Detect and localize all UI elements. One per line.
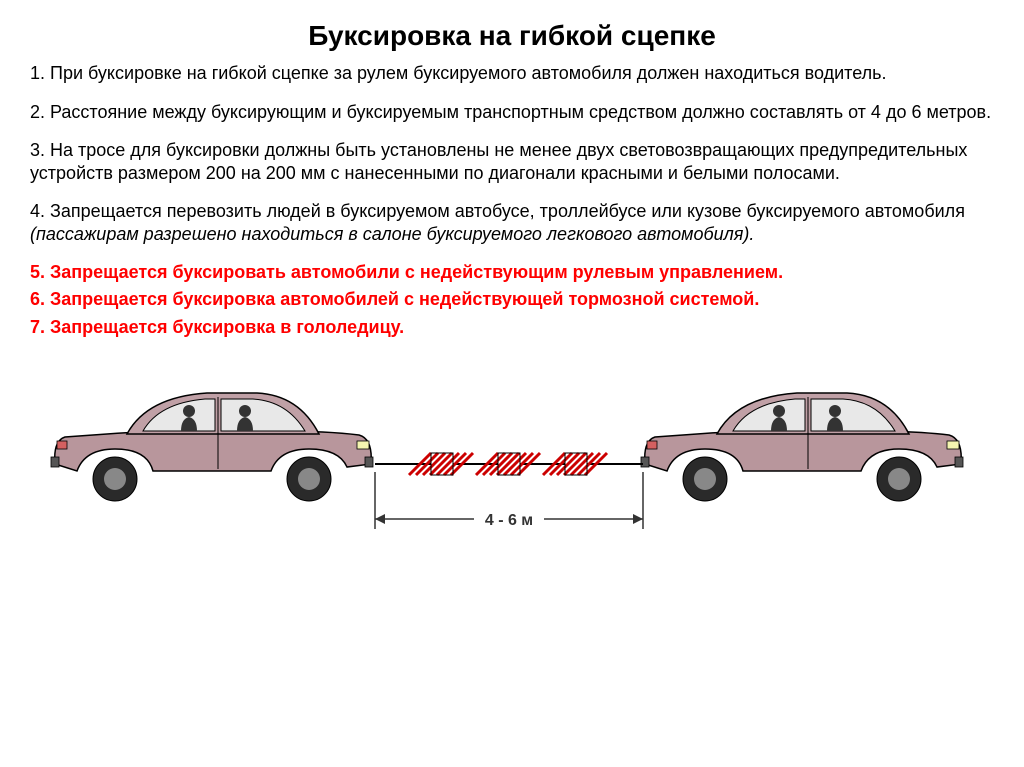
rule-5: 5. Запрещается буксировать автомобили с …: [30, 261, 994, 284]
svg-text:4 - 6 м: 4 - 6 м: [485, 512, 533, 529]
rule-7: 7. Запрещается буксировка в гололедицу.: [30, 316, 994, 339]
rule-2: 2. Расстояние между буксирующим и буксир…: [30, 101, 994, 124]
rule-4-italic: (пассажирам разрешено находиться в салон…: [30, 224, 754, 244]
rule-4-text: 4. Запрещается перевозить людей в буксир…: [30, 201, 965, 221]
rule-4: 4. Запрещается перевозить людей в буксир…: [30, 200, 994, 245]
rule-3: 3. На тросе для буксировки должны быть у…: [30, 139, 994, 184]
diagram-svg: 4 - 6 м: [42, 369, 982, 559]
rule-1: 1. При буксировке на гибкой сцепке за ру…: [30, 62, 994, 85]
towing-diagram: 4 - 6 м: [30, 369, 994, 559]
rule-6: 6. Запрещается буксировка автомобилей с …: [30, 288, 994, 311]
page-title: Буксировка на гибкой сцепке: [30, 20, 994, 52]
